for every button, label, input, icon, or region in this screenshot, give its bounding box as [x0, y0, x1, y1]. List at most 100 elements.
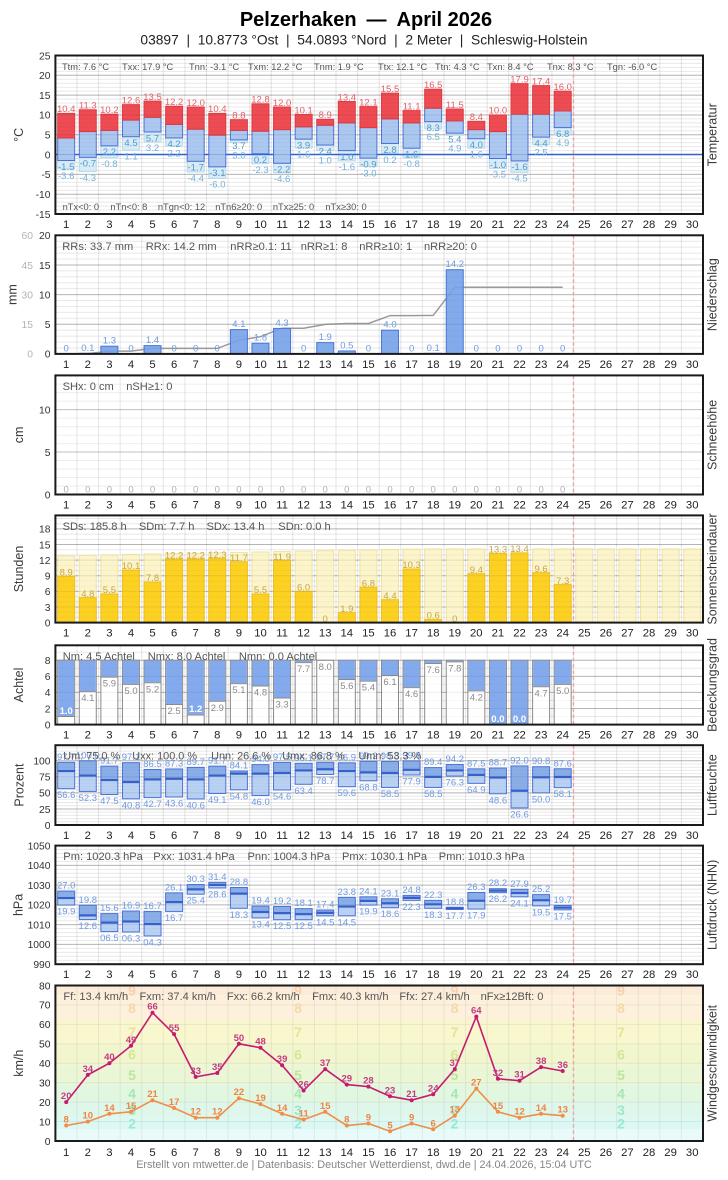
svg-text:Ttn: 4.3 °C: Ttn: 4.3 °C — [435, 62, 480, 72]
svg-text:8.0: 8.0 — [319, 662, 332, 673]
svg-text:29: 29 — [664, 830, 677, 842]
svg-text:26.3: 26.3 — [467, 882, 486, 893]
svg-text:-1.0: -1.0 — [490, 160, 506, 171]
svg-text:91.7: 91.7 — [100, 756, 119, 767]
svg-text:9: 9 — [236, 1147, 242, 1159]
svg-text:-1.6: -1.6 — [339, 162, 355, 173]
svg-text:16: 16 — [384, 359, 397, 371]
svg-text:0: 0 — [45, 150, 51, 161]
svg-text:12.1: 12.1 — [359, 97, 378, 108]
svg-text:-0.7: -0.7 — [80, 159, 96, 170]
svg-text:26: 26 — [600, 359, 613, 371]
svg-text:2.2: 2.2 — [167, 148, 180, 159]
svg-text:nTx≥30: 0: nTx≥30: 0 — [325, 202, 366, 212]
svg-text:1.4: 1.4 — [146, 335, 159, 346]
svg-text:26: 26 — [600, 628, 613, 640]
svg-text:17: 17 — [405, 500, 418, 512]
svg-text:14: 14 — [341, 969, 354, 981]
svg-text:1.6: 1.6 — [405, 150, 418, 161]
svg-text:13: 13 — [319, 219, 332, 231]
svg-text:2: 2 — [85, 830, 91, 842]
svg-text:10.2: 10.2 — [100, 105, 119, 116]
svg-text:RRs: 33.7 mm: RRs: 33.7 mm — [62, 241, 133, 253]
svg-text:990: 990 — [33, 960, 50, 971]
svg-text:13: 13 — [319, 1147, 332, 1159]
svg-text:27: 27 — [621, 500, 634, 512]
svg-text:SDn: 0.0 h: SDn: 0.0 h — [278, 521, 330, 533]
svg-text:17: 17 — [169, 1097, 180, 1108]
svg-text:8: 8 — [214, 1147, 220, 1159]
svg-text:19.2: 19.2 — [273, 896, 292, 907]
svg-text:19.4: 19.4 — [251, 896, 270, 907]
svg-text:15.5: 15.5 — [381, 84, 400, 95]
svg-text:Niederschlag: Niederschlag — [706, 258, 720, 331]
svg-text:14.5: 14.5 — [316, 917, 335, 928]
svg-text:30: 30 — [39, 1079, 51, 1090]
svg-text:96.9: 96.9 — [338, 752, 357, 763]
svg-text:2.8: 2.8 — [383, 145, 396, 156]
svg-text:8.4: 8.4 — [470, 112, 483, 123]
svg-text:5: 5 — [617, 1067, 625, 1083]
svg-text:-4.4: -4.4 — [188, 173, 204, 184]
svg-text:10: 10 — [254, 1147, 267, 1159]
svg-text:16: 16 — [384, 500, 397, 512]
svg-text:mm: mm — [6, 284, 20, 305]
svg-text:17: 17 — [405, 830, 418, 842]
svg-text:21: 21 — [147, 1089, 158, 1100]
svg-text:13: 13 — [319, 628, 332, 640]
svg-text:30: 30 — [686, 359, 699, 371]
svg-text:8: 8 — [451, 1000, 459, 1016]
svg-text:11: 11 — [276, 730, 288, 742]
svg-text:8: 8 — [294, 1000, 302, 1016]
svg-text:0: 0 — [279, 485, 284, 496]
svg-text:19.7: 19.7 — [553, 895, 572, 906]
svg-text:nSH≥1: 0: nSH≥1: 0 — [126, 381, 172, 393]
svg-text:0: 0 — [323, 485, 328, 496]
svg-text:4: 4 — [128, 219, 134, 231]
svg-text:88.7: 88.7 — [489, 758, 508, 769]
svg-text:22: 22 — [513, 1147, 526, 1159]
svg-text:Tnn: -3.1 °C: Tnn: -3.1 °C — [189, 62, 240, 72]
svg-text:0: 0 — [215, 485, 220, 496]
svg-text:38: 38 — [536, 1056, 547, 1067]
svg-text:28.2: 28.2 — [489, 878, 508, 889]
svg-text:19: 19 — [449, 500, 462, 512]
svg-text:0: 0 — [538, 343, 543, 354]
svg-text:1.1: 1.1 — [124, 152, 137, 163]
svg-text:7: 7 — [451, 1024, 459, 1040]
svg-text:7.6: 7.6 — [427, 665, 440, 676]
svg-text:26: 26 — [600, 1147, 613, 1159]
svg-text:94.2: 94.2 — [446, 754, 465, 765]
svg-text:31.4: 31.4 — [208, 872, 227, 883]
svg-text:28: 28 — [643, 500, 656, 512]
svg-text:96.1: 96.1 — [294, 753, 313, 764]
svg-text:7: 7 — [193, 830, 199, 842]
svg-text:18: 18 — [427, 969, 440, 981]
svg-text:Prozent: Prozent — [13, 763, 27, 807]
svg-text:12: 12 — [297, 359, 310, 371]
svg-text:27: 27 — [621, 830, 634, 842]
svg-text:26: 26 — [600, 830, 613, 842]
svg-text:0: 0 — [474, 485, 479, 496]
svg-text:0: 0 — [409, 343, 414, 354]
svg-text:21: 21 — [492, 969, 505, 981]
svg-text:24: 24 — [556, 730, 569, 742]
svg-text:1: 1 — [63, 730, 69, 742]
svg-text:4.1: 4.1 — [232, 319, 245, 330]
svg-text:8.8: 8.8 — [232, 111, 245, 122]
svg-text:18.8: 18.8 — [446, 897, 465, 908]
svg-text:22: 22 — [513, 830, 526, 842]
svg-text:10.3: 10.3 — [402, 560, 421, 571]
svg-text:28: 28 — [643, 1147, 656, 1159]
svg-text:0: 0 — [560, 343, 565, 354]
svg-text:18: 18 — [427, 219, 440, 231]
svg-text:26.2: 26.2 — [489, 894, 508, 905]
svg-text:0: 0 — [45, 821, 51, 832]
svg-text:35: 35 — [212, 1062, 223, 1073]
svg-text:10: 10 — [39, 111, 51, 122]
svg-text:30: 30 — [686, 969, 699, 981]
svg-text:15: 15 — [493, 1101, 504, 1112]
svg-text:-1.5: -1.5 — [58, 162, 74, 173]
svg-text:6: 6 — [431, 1118, 436, 1129]
svg-text:29: 29 — [664, 628, 677, 640]
